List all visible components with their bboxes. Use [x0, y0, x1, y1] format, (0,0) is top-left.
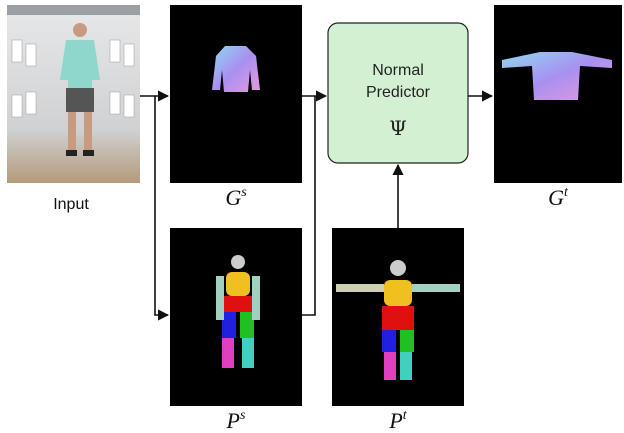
diagram: Input Gs Ps Normal Predictor Ψ Pt Gt [0, 0, 624, 433]
source-garment-image [170, 5, 302, 183]
target-pose-label: Pt [388, 408, 407, 433]
target-garment-label: Gt [548, 185, 569, 210]
predictor-label: Normal [372, 62, 424, 79]
hoodie-icon [212, 46, 260, 92]
page: {"input": {"label": "Input"}, "source_ga… [0, 0, 624, 433]
predictor-label: Predictor [366, 84, 431, 101]
input-label: Input [53, 196, 89, 213]
source-pose-label: Ps [226, 408, 246, 433]
input-photo [7, 5, 140, 183]
predictor-symbol: Ψ [389, 116, 407, 140]
source-garment-label: Gs [225, 185, 247, 210]
